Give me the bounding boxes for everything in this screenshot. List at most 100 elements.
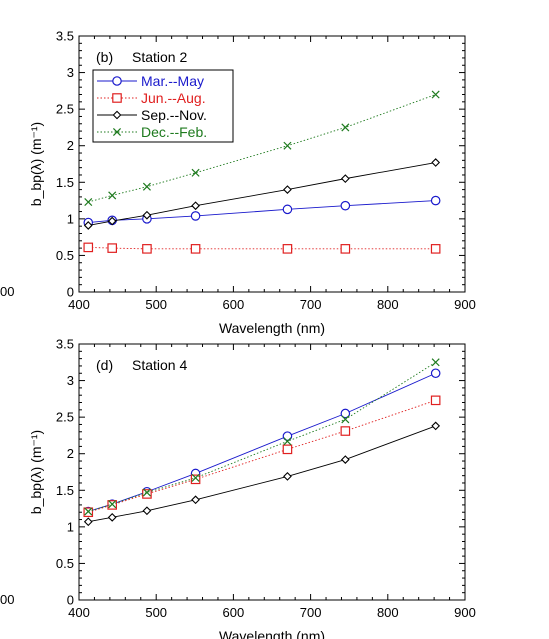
chart-panel-1: 400 500 600 700 800 900 0 0.5 1 1.5 2 2.5 3 3.5 Wavele…	[28, 29, 476, 337]
x-tick-label: 500	[145, 605, 167, 620]
data-point	[282, 431, 293, 441]
data-point	[142, 506, 152, 516]
data-point	[282, 244, 293, 254]
legend-label: Sep.--Nov.	[141, 107, 207, 123]
y-axis-label: b_bp(λ) (m⁻¹)	[28, 430, 44, 514]
panel-title: Station 4	[132, 357, 187, 373]
data-point	[340, 174, 350, 184]
data-point	[83, 242, 94, 253]
y-tick-label: 2.5	[56, 410, 74, 425]
data-point	[431, 421, 441, 431]
series-3	[83, 158, 441, 230]
data-point	[191, 495, 200, 505]
data-point	[282, 204, 293, 215]
x-tick-label: 600	[223, 605, 245, 620]
series-2	[83, 395, 441, 518]
x-tick-label: 400	[68, 297, 90, 312]
data-point	[341, 415, 350, 424]
data-point	[83, 517, 93, 527]
x-axis-label: Wavelength (nm)	[219, 320, 325, 336]
series-line	[88, 425, 436, 523]
data-point	[190, 474, 201, 485]
x-tick-label: 700	[300, 297, 322, 312]
left-edge-tick-label: 00	[0, 284, 14, 299]
data-point	[191, 473, 200, 482]
series-3	[83, 421, 441, 527]
data-point	[340, 200, 351, 211]
series-line	[88, 361, 436, 512]
data-point	[340, 244, 351, 254]
data-point	[142, 182, 151, 191]
data-point	[283, 185, 292, 194]
left-edge-tick-label: 00	[0, 592, 14, 607]
series-4	[84, 358, 440, 516]
series-2	[83, 242, 441, 254]
x-tick-label: 800	[377, 297, 399, 312]
x-tick-label: 700	[300, 605, 322, 620]
y-tick-label: 0	[67, 593, 74, 608]
x-tick-label: 900	[454, 605, 476, 620]
y-tick-label: 3	[67, 373, 74, 388]
series-line	[88, 372, 436, 512]
x-tick-label: 900	[454, 297, 476, 312]
data-point	[430, 195, 441, 206]
data-point	[431, 158, 441, 167]
data-point	[142, 244, 152, 254]
data-point	[283, 141, 292, 150]
data-point	[191, 201, 200, 211]
y-tick-label: 1.5	[56, 483, 74, 498]
panel-title: Station 2	[132, 49, 187, 65]
y-tick-label: 1	[67, 211, 74, 226]
data-point	[340, 455, 350, 464]
legend-marker	[112, 76, 122, 86]
data-point	[431, 90, 440, 99]
y-tick-label: 2	[67, 138, 74, 153]
data-point	[108, 191, 117, 200]
series-1	[83, 195, 441, 228]
series-1	[83, 368, 441, 517]
x-tick-label: 400	[68, 605, 90, 620]
series-line	[88, 200, 436, 223]
series-line	[88, 162, 436, 226]
data-point	[84, 507, 93, 516]
legend-label: Mar.--May	[141, 73, 204, 89]
x-tick-label: 800	[377, 605, 399, 620]
data-point	[430, 244, 441, 254]
data-point	[190, 211, 201, 221]
data-point	[191, 168, 200, 177]
legend-box	[92, 69, 234, 143]
chart-panel-2: 400 500 600 700 800 900 0 0.5 1 1.5 2 2.5 3 3.5 Wavele…	[28, 337, 476, 639]
data-point	[107, 243, 117, 253]
plot-frame	[78, 35, 466, 293]
data-point	[283, 472, 292, 481]
y-tick-label: 0.5	[56, 248, 74, 263]
y-tick-label: 2	[67, 446, 74, 461]
data-point	[282, 444, 293, 455]
data-point	[142, 489, 152, 499]
data-point	[341, 123, 350, 132]
y-tick-label: 1.5	[56, 175, 74, 190]
y-tick-label: 1	[67, 519, 74, 534]
legend-marker	[112, 93, 122, 103]
panel-label: (b)	[96, 49, 113, 65]
y-tick-label: 3.5	[56, 29, 74, 44]
panel-label: (d)	[96, 357, 113, 373]
legend-marker	[112, 110, 122, 120]
plot-frame	[78, 343, 466, 601]
data-point	[142, 210, 152, 220]
data-point	[430, 395, 441, 406]
data-point	[430, 368, 441, 379]
x-tick-label: 500	[145, 297, 167, 312]
y-tick-label: 0	[67, 285, 74, 300]
x-axis-label: Wavelength (nm)	[219, 628, 325, 639]
y-tick-label: 0.5	[56, 556, 74, 571]
data-point	[283, 437, 292, 446]
legend-marker	[112, 127, 122, 137]
data-point	[340, 408, 351, 419]
data-point	[84, 198, 93, 207]
data-point	[107, 216, 117, 226]
y-tick-label: 2.5	[56, 102, 74, 117]
x-tick-label: 600	[223, 297, 245, 312]
